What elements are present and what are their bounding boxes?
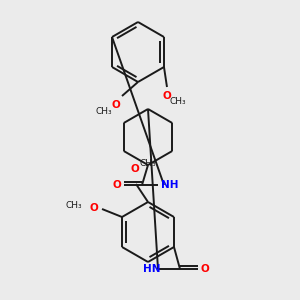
Text: O: O [89, 203, 98, 213]
Text: CH₃: CH₃ [65, 200, 82, 209]
Text: O: O [130, 164, 140, 174]
Text: NH: NH [161, 180, 178, 190]
Text: O: O [111, 100, 120, 110]
Text: CH₃: CH₃ [170, 97, 187, 106]
Text: O: O [201, 264, 210, 274]
Text: O: O [112, 180, 121, 190]
Text: O: O [163, 91, 171, 101]
Text: CH₃: CH₃ [95, 107, 112, 116]
Text: HN: HN [143, 264, 161, 274]
Text: CH₃: CH₃ [139, 160, 156, 169]
